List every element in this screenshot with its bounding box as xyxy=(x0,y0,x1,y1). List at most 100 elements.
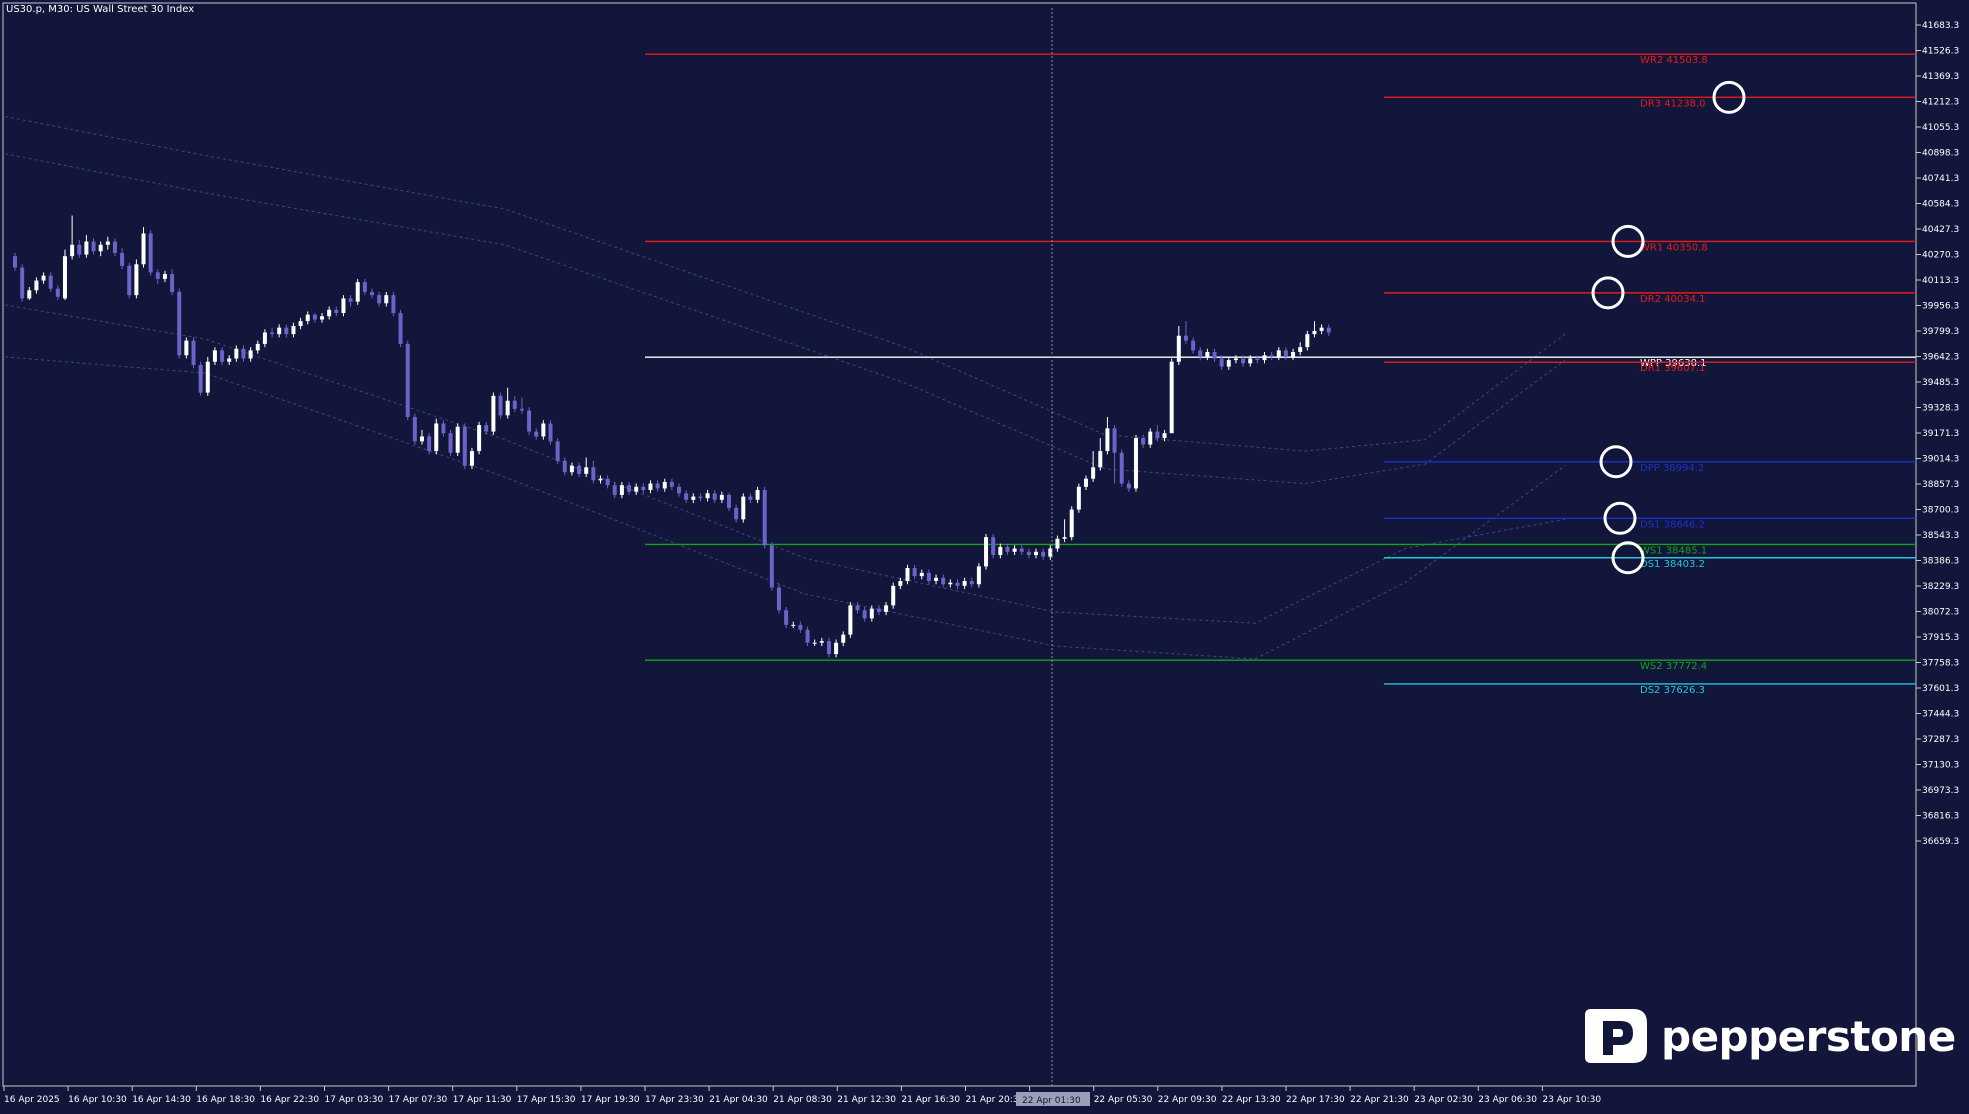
highlight-circles xyxy=(1591,80,1746,575)
y-tick-label: 38072.3 xyxy=(1922,608,1959,618)
y-tick-label: 41369.3 xyxy=(1922,72,1959,82)
candle-body xyxy=(584,467,589,474)
candle-body xyxy=(876,608,881,612)
candle-body xyxy=(1084,478,1088,487)
x-tick-label: 16 Apr 10:30 xyxy=(68,1095,127,1105)
chart-title: US30.p, M30: US Wall Street 30 Index xyxy=(6,4,195,15)
y-tick-label: 40898.3 xyxy=(1922,149,1959,159)
pepperstone-logo-icon xyxy=(1585,1009,1647,1063)
candle-body xyxy=(862,610,867,619)
candle-body xyxy=(805,629,810,643)
y-tick-label: 37758.3 xyxy=(1922,659,1959,669)
y-tick-label: 37130.3 xyxy=(1922,761,1959,771)
highlight-circle xyxy=(1591,276,1625,310)
candle-body xyxy=(1269,355,1274,357)
candle-body xyxy=(912,568,917,577)
candle-body xyxy=(284,327,289,335)
y-tick-label: 39799.3 xyxy=(1922,327,1959,337)
candle-body xyxy=(1155,431,1160,439)
x-tick-label: 22 Apr 13:30 xyxy=(1222,1095,1281,1105)
candle-body xyxy=(13,256,17,268)
y-tick-label: 40741.3 xyxy=(1922,174,1959,184)
candle-body xyxy=(1212,352,1217,359)
candle-body xyxy=(598,478,603,481)
candle-body xyxy=(784,610,789,625)
candle-body xyxy=(1012,548,1017,552)
candle-body xyxy=(898,581,903,586)
candle-body xyxy=(826,641,831,655)
candle-body xyxy=(455,426,460,453)
x-tick-label: 22 Apr 09:30 xyxy=(1158,1095,1217,1105)
candle-body xyxy=(77,244,82,255)
x-tick-label: 16 Apr 22:30 xyxy=(260,1095,319,1105)
y-tick-label: 39328.3 xyxy=(1922,404,1959,414)
x-tick-label: 16 Apr 2025 xyxy=(4,1095,60,1105)
candle-body xyxy=(384,295,389,304)
y-tick-label: 37915.3 xyxy=(1922,633,1959,643)
candle-body xyxy=(348,298,353,302)
candle-body xyxy=(134,264,139,296)
candle-body xyxy=(1276,350,1281,357)
x-tick-label: 17 Apr 03:30 xyxy=(325,1095,384,1105)
candle-body xyxy=(212,350,217,362)
candle-body xyxy=(984,537,989,567)
candle-body xyxy=(541,423,546,437)
candle-body xyxy=(819,641,824,643)
candle-body xyxy=(1019,548,1024,552)
candle-body xyxy=(1198,350,1203,357)
x-tick-label: 23 Apr 06:30 xyxy=(1478,1095,1537,1105)
candle-body xyxy=(327,309,332,317)
candle-body xyxy=(762,490,767,546)
x-tick-label: 17 Apr 07:30 xyxy=(389,1095,448,1105)
level-label-ws2: WS2 37772.4 xyxy=(1640,661,1707,672)
envelope-bands xyxy=(4,116,1566,660)
candle-body xyxy=(841,634,846,643)
candle-body xyxy=(555,441,560,461)
candle-body xyxy=(491,395,496,432)
highlight-circle xyxy=(1611,224,1645,258)
candle-body xyxy=(391,295,396,314)
candle-body xyxy=(776,587,781,611)
x-tick-label: 17 Apr 19:30 xyxy=(581,1095,640,1105)
candle-body xyxy=(70,244,75,257)
level-label-dr1: DR1 39607.1 xyxy=(1640,363,1706,374)
candle-body xyxy=(1048,548,1053,557)
y-tick-label: 38229.3 xyxy=(1922,582,1959,592)
x-tick-label: 22 Apr 05:30 xyxy=(1094,1095,1153,1105)
candle-body xyxy=(248,350,253,359)
candle-body xyxy=(1319,327,1324,331)
candle-body xyxy=(1141,438,1146,445)
candle-body xyxy=(884,605,889,612)
candle-body xyxy=(341,298,346,314)
candle-body xyxy=(727,494,731,508)
highlight-circle xyxy=(1599,445,1633,479)
x-tick-label: 22 Apr 17:30 xyxy=(1286,1095,1345,1105)
level-label-dr2: DR2 40034.1 xyxy=(1640,294,1706,305)
candle-body xyxy=(434,423,439,452)
x-tick-label: 22 Apr 21:30 xyxy=(1350,1095,1409,1105)
candle-body xyxy=(412,416,417,442)
candle-body xyxy=(569,465,574,473)
crosshair-time-label: 22 Apr 01:30 xyxy=(1022,1096,1081,1106)
candle-body xyxy=(948,582,953,585)
candle-body xyxy=(234,348,239,359)
y-tick-label: 39171.3 xyxy=(1922,429,1959,439)
candle-body xyxy=(691,496,696,500)
candle-body xyxy=(1226,360,1231,367)
candle-body xyxy=(20,267,25,299)
x-tick-label: 21 Apr 04:30 xyxy=(709,1095,768,1105)
candle-body xyxy=(105,241,110,245)
candle-body xyxy=(848,605,853,635)
candle-body xyxy=(1098,451,1103,468)
candle-body xyxy=(377,295,382,304)
candle-body xyxy=(641,486,646,491)
candle-body xyxy=(534,431,539,437)
candle-body xyxy=(227,358,232,362)
candle-body xyxy=(355,282,360,302)
candle-body xyxy=(270,332,275,335)
candle-body xyxy=(1283,350,1288,357)
candle-body xyxy=(976,566,981,585)
candle-body xyxy=(84,241,89,255)
